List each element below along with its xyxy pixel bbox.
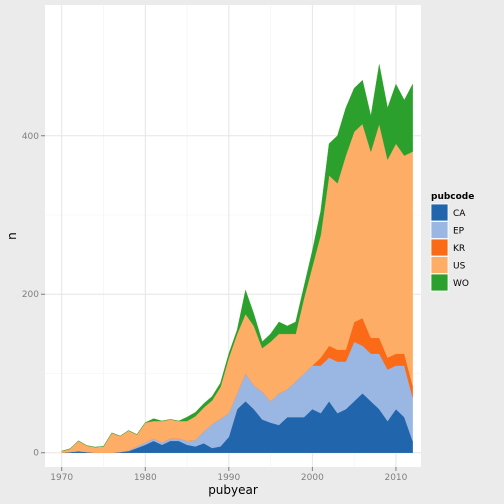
legend-key-kr — [430, 238, 449, 257]
area-wo — [61, 64, 413, 452]
legend-label-kr: KR — [453, 244, 465, 254]
legend-label-us: US — [453, 262, 466, 272]
legend-key-ca — [430, 203, 449, 222]
legend: pubcode CA EP KR US WO — [430, 192, 474, 292]
x-tick-label: 1990 — [217, 473, 240, 483]
y-axis: 0 200 400 — [22, 132, 45, 459]
legend-label-ep: EP — [453, 227, 465, 237]
x-tick-label: 1970 — [50, 473, 73, 483]
legend-label-ca: CA — [453, 209, 466, 219]
legend-title: pubcode — [431, 192, 474, 202]
x-tick-label: 2000 — [301, 473, 324, 483]
x-tick-label: 2010 — [384, 473, 407, 483]
y-tick-label: 0 — [33, 449, 39, 459]
x-axis-title: pubyear — [208, 483, 258, 497]
legend-label-wo: WO — [453, 279, 469, 289]
x-axis: 1970 1980 1990 2000 2010 — [50, 467, 408, 483]
x-tick-label: 1980 — [134, 473, 157, 483]
stacked-areas — [61, 64, 413, 453]
legend-key-ep — [430, 221, 449, 239]
legend-key-wo — [430, 273, 449, 292]
y-tick-label: 200 — [22, 290, 39, 300]
y-axis-title: n — [5, 232, 19, 240]
legend-key-us — [430, 256, 449, 274]
y-tick-label: 400 — [22, 132, 39, 142]
